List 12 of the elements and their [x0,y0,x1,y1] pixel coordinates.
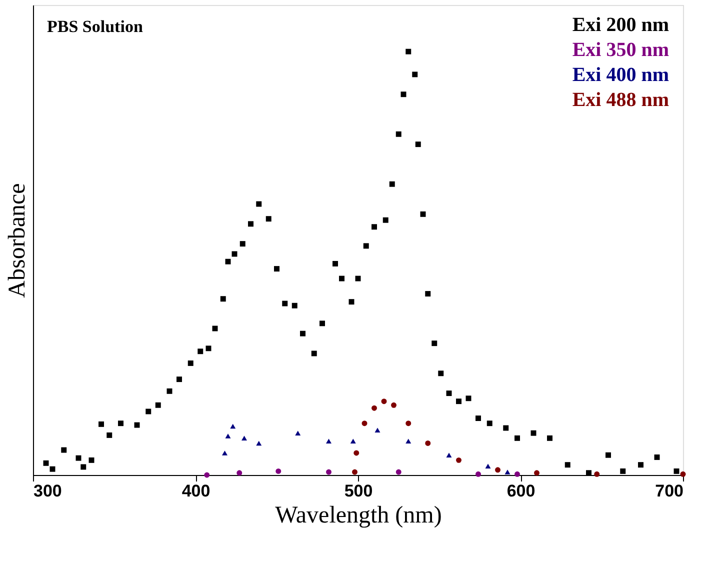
x-tick-label: 300 [34,482,62,500]
x-tick-label: 500 [344,482,373,500]
x-tick-label: 700 [655,482,684,500]
y-axis-title: Absorbance [4,183,30,298]
text: PBS Solution [47,17,144,36]
text: Exi 400 nm [572,64,670,86]
x-axis-title: Wavelength (nm) [275,502,442,528]
x-tick-label: 400 [182,482,210,500]
text: Exi 350 nm [572,39,670,61]
text: Exi 200 nm [572,14,670,36]
text: Exi 488 nm [572,89,670,111]
x-tick-label: 600 [506,482,536,500]
